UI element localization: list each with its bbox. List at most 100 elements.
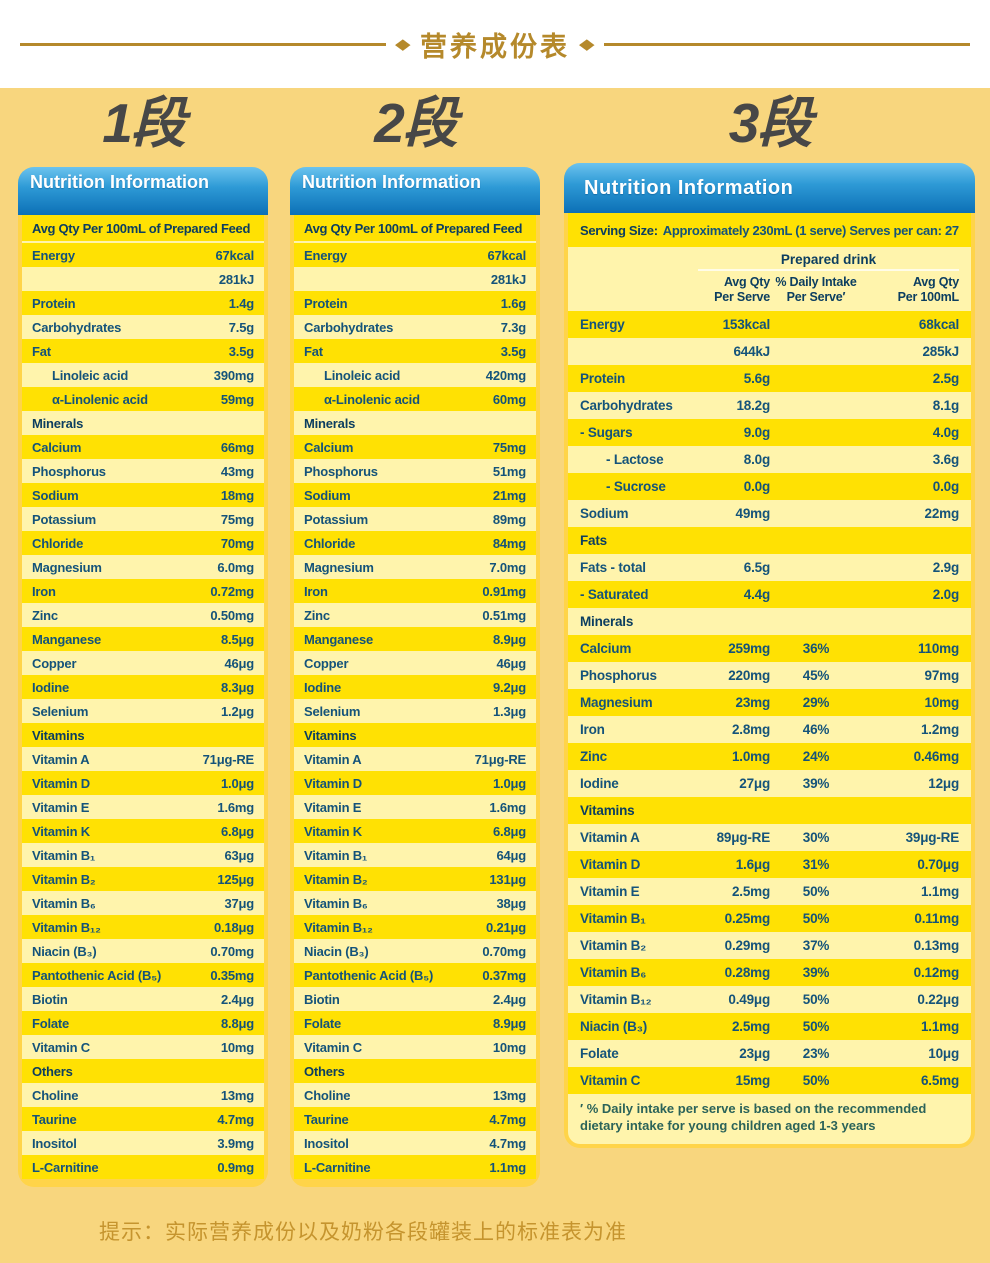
nutrient-row: Protein 1.6g <box>294 291 536 315</box>
nutrient-value: 4.7mg <box>217 1111 254 1127</box>
nutrient-row: 281kJ <box>294 267 536 291</box>
nutrient-value: 6.0mg <box>217 559 254 575</box>
nutrient-label: Vitamin B₆ <box>304 895 368 911</box>
nutrient-value: 2.4μg <box>493 991 526 1007</box>
nutrient-row: Zinc 0.50mg <box>22 603 264 627</box>
nutrient-row: Vitamin D 1.0μg <box>294 771 536 795</box>
nutrient-row: Sodium 18mg <box>22 483 264 507</box>
header-line: Per Serve <box>714 289 770 304</box>
nutrition-table-body: Energy 67kcal 281kJ Protein 1.6g Carbohydrate… <box>294 243 536 1179</box>
nutrient-row: Energy 67kcal <box>22 243 264 267</box>
value-per-serve: 27μg <box>739 776 770 791</box>
nutrient-label: Vitamin K <box>304 823 362 839</box>
nutrient-value: 131μg <box>489 871 526 887</box>
nutrient-label: Vitamin A <box>580 830 640 845</box>
nutrient-value: 84mg <box>492 535 526 551</box>
nutrient-value: 7.0mg <box>489 559 526 575</box>
nutrient-row: Zinc 1.0mg 24% 0.46mg <box>568 743 971 770</box>
nutrient-label: Vitamin C <box>32 1039 90 1055</box>
card-title: Nutrition Information <box>18 167 268 215</box>
value-per-100ml: 3.6g <box>932 452 959 467</box>
value-per-serve: 0.28mg <box>724 965 771 980</box>
nutrient-row: Fat 3.5g <box>294 339 536 363</box>
nutrient-label: Inositol <box>32 1135 77 1151</box>
value-per-serve: 1.0mg <box>731 749 770 764</box>
nutrient-value: 1.0μg <box>493 775 526 791</box>
nutrient-value: 281kJ <box>218 271 254 287</box>
nutrient-label: Selenium <box>32 703 89 719</box>
nutrient-label: L-Carnitine <box>32 1159 99 1175</box>
value-per-serve: 15mg <box>735 1073 771 1088</box>
nutrient-row: Manganese 8.5μg <box>22 627 264 651</box>
nutrient-value: 0.21μg <box>486 919 526 935</box>
nutrient-value: 9.2μg <box>493 679 526 695</box>
nutrient-row: Magnesium 7.0mg <box>294 555 536 579</box>
nutrient-row: Protein 1.4g <box>22 291 264 315</box>
nutrient-row: Vitamin B₁₂ 0.49μg 50% 0.22μg <box>568 986 971 1013</box>
nutrient-row: Choline 13mg <box>294 1083 536 1107</box>
value-per-100ml: 0.0g <box>932 479 959 494</box>
nutrient-row: Vitamin C 10mg <box>294 1035 536 1059</box>
nutrient-row: Calcium 75mg <box>294 435 536 459</box>
nutrient-label: Protein <box>304 295 348 311</box>
value-per-100ml: 0.70μg <box>917 857 959 872</box>
nutrient-label: Niacin (B₃) <box>304 943 369 959</box>
nutrient-label: Folate <box>304 1015 342 1031</box>
nutrient-row: Vitamin B₂ 131μg <box>294 867 536 891</box>
nutrient-label: Manganese <box>304 631 374 647</box>
nutrient-label: Fats <box>580 533 607 548</box>
nutrient-value: 13mg <box>220 1087 254 1103</box>
nutrient-row: Phosphorus 51mg <box>294 459 536 483</box>
nutrient-label: Folate <box>580 1046 619 1061</box>
nutrient-value: 0.70mg <box>210 943 254 959</box>
stage-2-nutrition-card: Nutrition Information Avg Qty Per 100mL … <box>290 167 540 1187</box>
value-per-serve: 220mg <box>728 668 770 683</box>
nutrient-value: 46μg <box>496 655 526 671</box>
nutrient-label: Vitamin D <box>580 857 641 872</box>
card-title: Nutrition Information <box>290 167 540 215</box>
value-daily-intake: 50% <box>802 992 830 1007</box>
nutrient-label: L-Carnitine <box>304 1159 371 1175</box>
nutrient-row: Taurine 4.7mg <box>294 1107 536 1131</box>
value-per-100ml: 97mg <box>924 668 960 683</box>
nutrient-label: Magnesium <box>304 559 374 575</box>
nutrient-row: Potassium 89mg <box>294 507 536 531</box>
nutrient-value: 1.6mg <box>489 799 526 815</box>
title-band: ◆ 营养成份表 ◆ <box>0 0 990 88</box>
nutrient-row: Fat 3.5g <box>22 339 264 363</box>
nutrient-row: Vitamin B₆ 37μg <box>22 891 264 915</box>
nutrient-row: Selenium 1.2μg <box>22 699 264 723</box>
value-daily-intake: 39% <box>802 965 830 980</box>
section-header-row: Minerals <box>294 411 536 435</box>
nutrient-row: Calcium 66mg <box>22 435 264 459</box>
nutrient-label: Iodine <box>32 679 70 695</box>
nutrient-label: Chloride <box>304 535 356 551</box>
nutrient-value: 66mg <box>220 439 254 455</box>
nutrient-label: Calcium <box>304 439 354 455</box>
value-daily-intake: 50% <box>802 884 830 899</box>
nutrient-row: Vitamin K 6.8μg <box>294 819 536 843</box>
value-per-100ml: 1.1mg <box>920 884 959 899</box>
nutrient-label: - Sugars <box>580 425 633 440</box>
nutrient-row: Chloride 70mg <box>22 531 264 555</box>
nutrient-value: 2.4μg <box>221 991 254 1007</box>
nutrient-row: Vitamin B₁ 64μg <box>294 843 536 867</box>
nutrient-label: Fat <box>32 343 51 359</box>
nutrient-label: Niacin (B₃) <box>580 1019 648 1034</box>
value-daily-intake: 37% <box>802 938 830 953</box>
value-daily-intake: 23% <box>802 1046 830 1061</box>
nutrient-label: Minerals <box>32 415 84 431</box>
subheader-row: Avg Qty Per 100mL of Prepared Feed <box>22 215 264 243</box>
nutrient-row: L-Carnitine 0.9mg <box>22 1155 264 1179</box>
nutrient-row: Fats - total 6.5g 2.9g <box>568 554 971 581</box>
nutrient-row: Inositol 4.7mg <box>294 1131 536 1155</box>
nutrient-label: Carbohydrates <box>304 319 394 335</box>
nutrient-label: Chloride <box>32 535 84 551</box>
nutrient-label: Choline <box>304 1087 351 1103</box>
nutrient-row: Vitamin B₆ 38μg <box>294 891 536 915</box>
nutrient-row: Calcium 259mg 36% 110mg <box>568 635 971 662</box>
value-per-serve: 1.6μg <box>735 857 770 872</box>
nutrient-label: Vitamin D <box>304 775 362 791</box>
bottom-note: 提示：实际营养成份以及奶粉各段罐装上的标准表为准 <box>99 1221 627 1244</box>
column-header-daily-intake: % Daily Intake Per Serve′ <box>770 275 862 305</box>
